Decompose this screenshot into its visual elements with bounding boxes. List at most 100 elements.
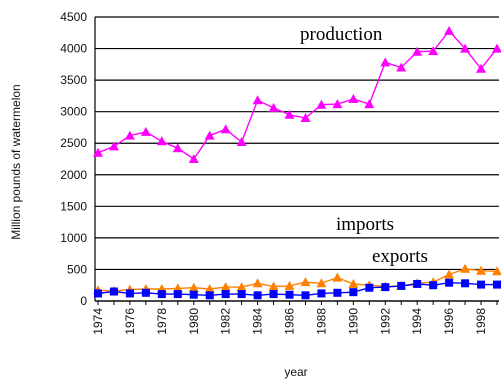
data-point-production: [268, 102, 279, 112]
data-point-imports: [188, 282, 199, 292]
data-point-exports: [413, 279, 422, 288]
data-point-imports: [252, 278, 263, 288]
data-point-production: [124, 130, 135, 140]
y-tick-label: 2500: [60, 136, 87, 150]
data-point-imports: [268, 281, 279, 291]
data-point-production: [172, 143, 183, 153]
data-point-production: [188, 154, 199, 163]
y-axis-title: Million pounds of watermelon: [9, 84, 23, 239]
data-point-exports: [189, 290, 198, 299]
y-tick-label: 2000: [60, 168, 87, 182]
gridlines: [95, 16, 499, 302]
series-production: [93, 25, 501, 163]
data-point-production: [396, 62, 407, 72]
data-point-imports: [316, 278, 327, 288]
data-point-production: [332, 99, 343, 109]
x-axis-title: year: [284, 365, 307, 379]
x-tick-label: 1982: [219, 308, 233, 335]
data-point-exports: [397, 281, 406, 290]
y-tick-label: 3000: [60, 105, 87, 119]
data-point-imports: [284, 280, 295, 290]
y-tick-label: 4500: [60, 10, 87, 24]
annotation-imports: imports: [336, 214, 394, 235]
data-point-imports: [444, 269, 455, 279]
data-point-exports: [173, 290, 182, 299]
series-exports: [94, 278, 501, 300]
y-tick-label: 3500: [60, 73, 87, 87]
data-point-production: [236, 137, 247, 146]
x-tick-label: 1990: [346, 308, 360, 335]
data-point-exports: [493, 280, 501, 289]
data-point-production: [380, 57, 391, 67]
data-point-exports: [461, 279, 470, 288]
data-point-imports: [492, 266, 501, 276]
data-point-production: [300, 113, 311, 122]
data-point-exports: [125, 289, 134, 298]
data-point-imports: [220, 282, 231, 292]
data-point-production: [109, 141, 119, 151]
data-point-production: [348, 94, 359, 103]
series-layer: [93, 25, 501, 300]
x-tick-label: 1992: [378, 308, 392, 335]
data-point-production: [156, 136, 167, 146]
data-point-production: [428, 46, 439, 56]
data-point-production: [460, 43, 471, 53]
x-tick-label: 1994: [410, 308, 424, 335]
data-point-imports: [460, 263, 471, 273]
x-axis: 1974 1976 1978 1980 1982 1984 1986 1988 1990 1992…: [91, 300, 499, 335]
data-point-exports: [109, 287, 118, 296]
data-point-production: [316, 99, 327, 109]
data-point-production: [284, 109, 295, 119]
data-point-production: [476, 63, 486, 73]
x-tick-label: 1988: [314, 308, 328, 335]
data-point-exports: [381, 283, 390, 292]
annotation-exports: exports: [372, 246, 428, 267]
data-point-production: [364, 99, 375, 109]
x-tick-label: 1984: [251, 308, 265, 335]
data-point-exports: [221, 290, 230, 299]
y-tick-label: 500: [67, 262, 87, 276]
data-point-exports: [141, 288, 150, 297]
data-point-imports: [300, 277, 311, 287]
data-point-production: [93, 147, 103, 157]
series-line-production: [97, 29, 498, 160]
data-point-imports: [348, 279, 359, 288]
series-imports: [93, 263, 501, 295]
x-tick-label: 1976: [123, 308, 137, 335]
data-point-exports: [94, 289, 102, 298]
data-point-exports: [269, 290, 278, 299]
y-tick-label: 1500: [60, 199, 87, 213]
data-point-production: [140, 126, 151, 136]
x-tick-label: 1986: [283, 308, 297, 335]
x-tick-label: 1978: [155, 308, 169, 335]
x-tick-label: 1974: [91, 308, 105, 335]
data-point-production: [492, 43, 501, 53]
data-point-production: [444, 25, 455, 35]
y-tick-label: 4000: [60, 42, 87, 56]
data-point-imports: [476, 265, 486, 275]
data-point-exports: [333, 288, 342, 297]
x-tick-label: 1998: [474, 308, 488, 335]
data-point-production: [252, 95, 263, 105]
data-point-exports: [285, 290, 294, 299]
x-tick-label: 1980: [187, 308, 201, 335]
data-point-production: [220, 124, 231, 134]
data-point-exports: [205, 291, 214, 300]
data-point-production: [412, 46, 423, 56]
data-point-exports: [157, 290, 166, 299]
data-point-exports: [477, 280, 486, 289]
annotation-production: production: [300, 24, 383, 45]
y-tick-label: 1000: [60, 231, 87, 245]
data-point-exports: [301, 291, 310, 300]
x-tick-label: 1996: [442, 308, 456, 335]
data-point-exports: [253, 291, 262, 300]
data-point-imports: [332, 272, 343, 282]
y-axis: 0 500 1000 1500 2000 2500 3000 3500 4000 4500: [60, 10, 96, 308]
data-point-exports: [349, 288, 358, 297]
data-point-exports: [317, 289, 326, 298]
data-point-exports: [365, 283, 374, 292]
data-point-imports: [236, 282, 247, 292]
data-point-exports: [429, 281, 438, 290]
data-point-production: [204, 130, 215, 140]
